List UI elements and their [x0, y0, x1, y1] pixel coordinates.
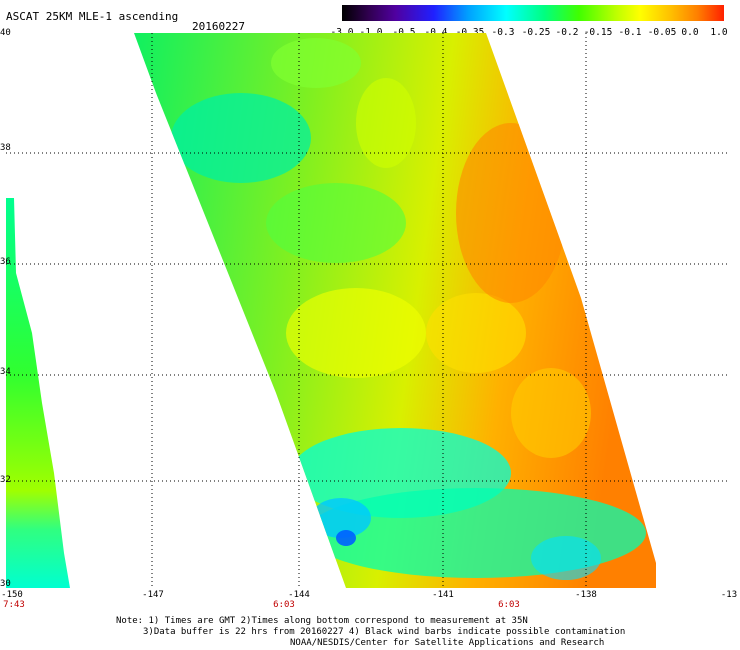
- note-line-2: 3)Data buffer is 22 hrs from 20160227 4)…: [143, 627, 626, 637]
- time-label: 7:43: [3, 600, 25, 610]
- colorbar-label: -0.35: [455, 27, 485, 38]
- note-line-1: Note: 1) Times are GMT 2)Times along bot…: [116, 616, 528, 626]
- lon-label: -147: [142, 590, 164, 600]
- longitude-gridlines: [151, 33, 587, 588]
- time-label: 6:03: [498, 600, 520, 610]
- colorbar-label: -0.2: [555, 27, 579, 38]
- latitude-gridlines: [6, 152, 728, 482]
- lat-label: 32: [0, 475, 11, 485]
- colorbar-label: -0.15: [583, 27, 613, 38]
- main-swath: [134, 33, 656, 588]
- colorbar-label: 0.0: [681, 27, 699, 38]
- lon-label: -150: [1, 590, 23, 600]
- lon-label: -138: [575, 590, 597, 600]
- colorbar-label: -1.0: [359, 27, 383, 38]
- lat-label: 36: [0, 257, 11, 267]
- colorbar-label: 1.0: [710, 27, 728, 38]
- map-date: 20160227: [192, 20, 245, 33]
- swath-map: [6, 33, 728, 588]
- colorbar-label: -0.4: [424, 27, 448, 38]
- lat-label: 34: [0, 367, 11, 377]
- colorbar-label: -0.1: [618, 27, 642, 38]
- lat-label: 30: [0, 579, 11, 589]
- lon-label: -141: [432, 590, 454, 600]
- note-line-3: NOAA/NESDIS/Center for Satellite Applica…: [290, 638, 605, 648]
- lon-label: -144: [288, 590, 310, 600]
- lon-label: -13: [720, 590, 738, 600]
- colorbar-label: -0.05: [647, 27, 677, 38]
- map-title: ASCAT 25KM MLE-1 ascending: [6, 10, 179, 23]
- lat-label: 38: [0, 143, 11, 153]
- lat-label: 40: [0, 28, 11, 38]
- colorbar-label: -0.5: [392, 27, 416, 38]
- colorbar-label: -0.25: [521, 27, 551, 38]
- color-scale-bar: [342, 5, 724, 21]
- colorbar-label: -3.0: [330, 27, 354, 38]
- time-label: 6:03: [273, 600, 295, 610]
- colorbar-label: -0.3: [491, 27, 515, 38]
- left-swath: [6, 198, 70, 588]
